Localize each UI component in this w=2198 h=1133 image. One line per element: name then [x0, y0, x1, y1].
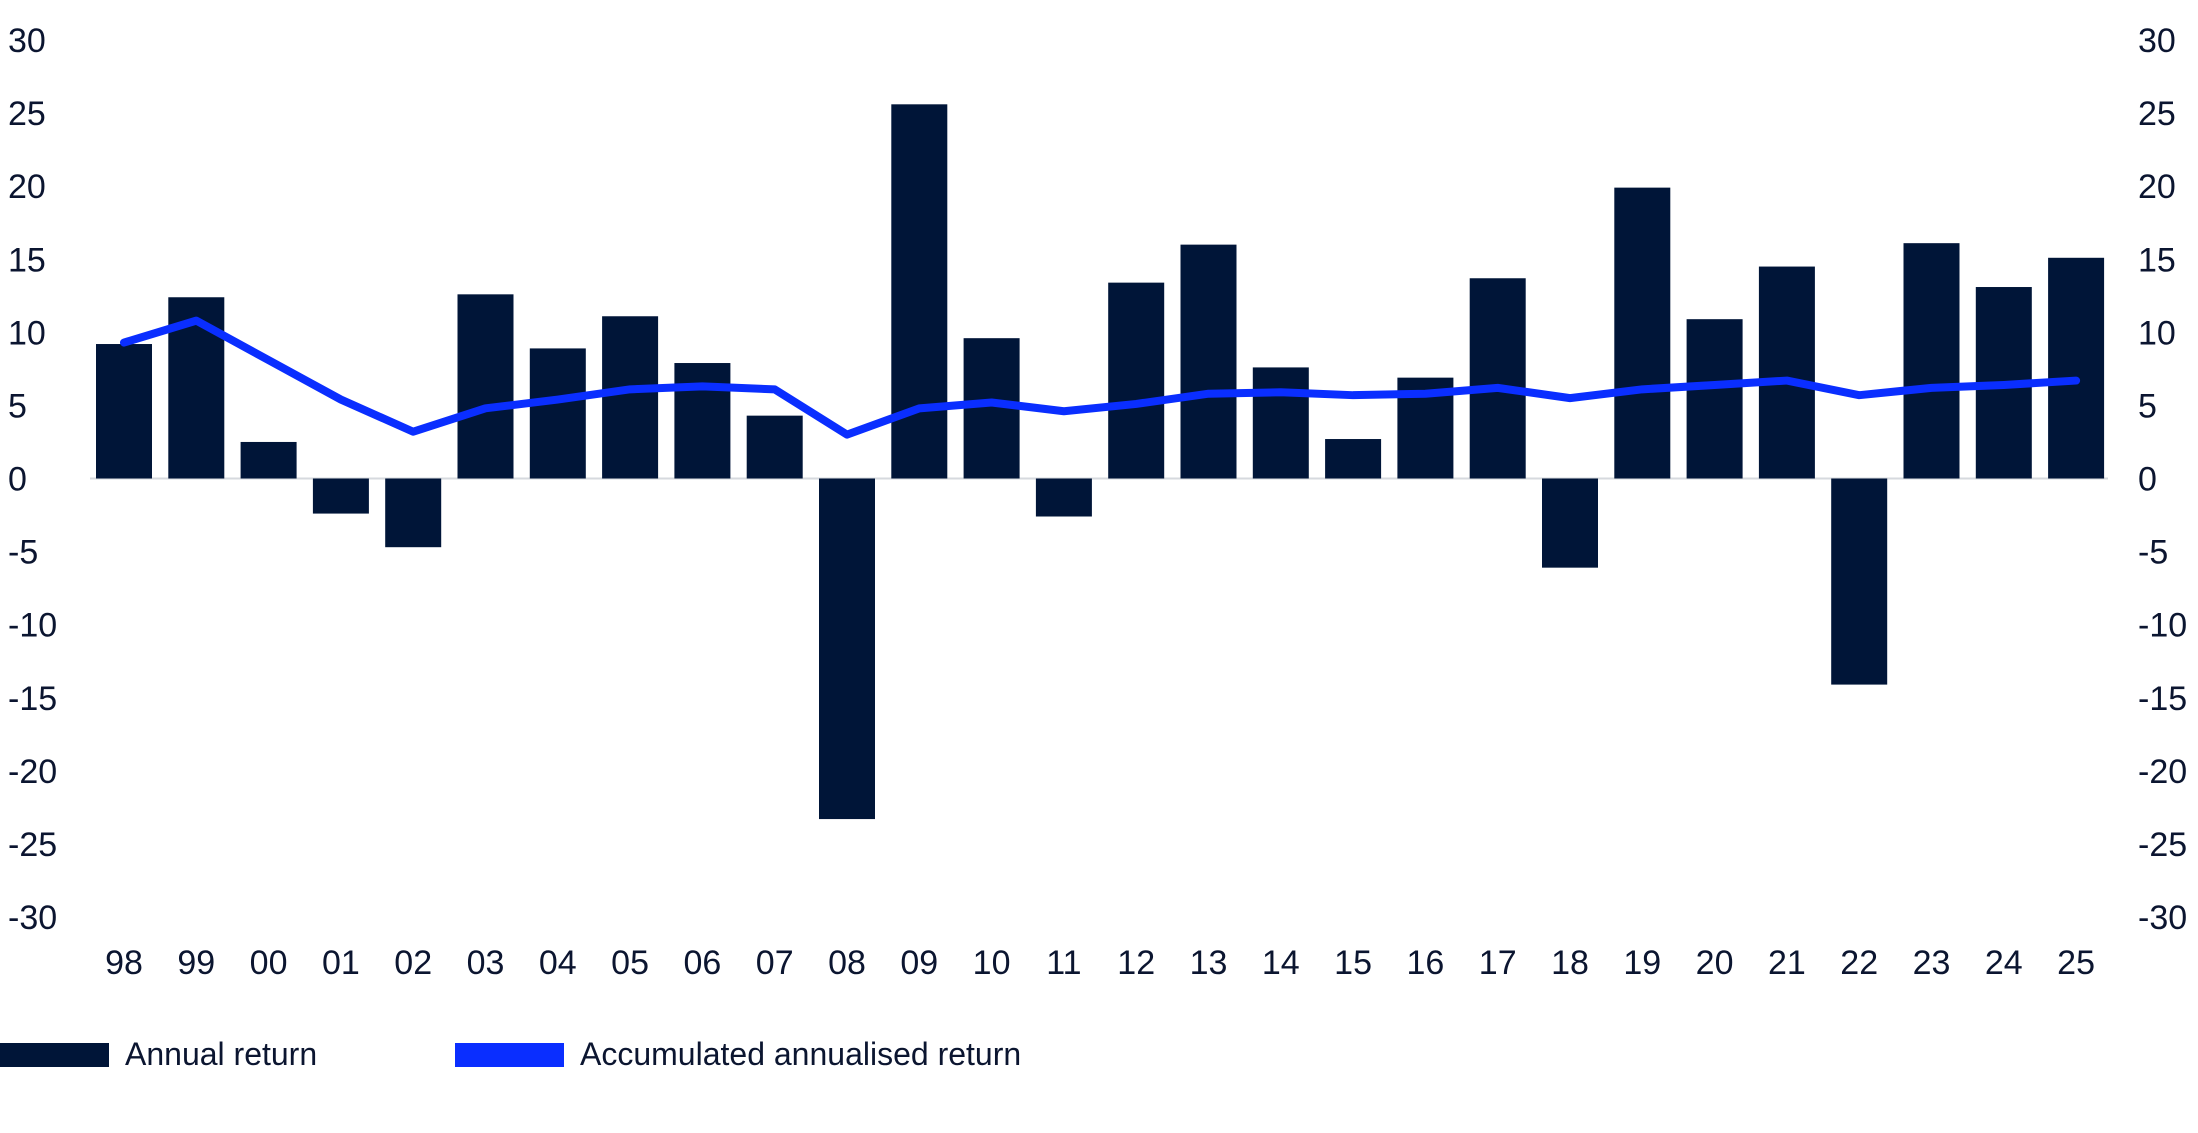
x-tick-label-08: 08: [828, 944, 866, 982]
legend-item-accumulated-annualised-return: Accumulated annualised return: [455, 1036, 1021, 1073]
bar-18: [1542, 478, 1598, 568]
bar-14: [1252, 367, 1309, 479]
legend-item-annual-return: Annual return: [0, 1036, 317, 1073]
y-tick-label-right: 20: [2138, 168, 2176, 206]
legend-label-accumulated-annualised-return: Accumulated annualised return: [580, 1036, 1022, 1072]
x-tick-label-07: 07: [756, 944, 794, 982]
bar-03: [457, 294, 514, 479]
x-tick-label-13: 13: [1190, 944, 1228, 982]
x-tick-label-98: 98: [105, 944, 143, 982]
y-tick-label-left: -20: [8, 753, 57, 791]
x-tick-label-24: 24: [1985, 944, 2023, 982]
y-tick-label-right: -15: [2138, 680, 2187, 718]
y-tick-label-right: 15: [2138, 241, 2176, 279]
x-axis: 98 99 00 01 02 03 04 05 06 07 08 09 10 11 12 13 14 15 16 17…: [105, 944, 2095, 982]
y-tick-label-left: 20: [8, 168, 46, 206]
bar-01: [312, 478, 369, 514]
x-tick-label-21: 21: [1768, 944, 1806, 982]
bar-12: [1108, 282, 1165, 479]
y-tick-label-right: 0: [2138, 461, 2157, 499]
bar-series-annual-return: [96, 104, 2105, 820]
legend-swatch-annual-return: [0, 1042, 109, 1067]
y-tick-label-right: -10: [2138, 607, 2187, 645]
y-tick-label-right: 25: [2138, 95, 2176, 133]
bar-05: [602, 316, 659, 479]
bar-15: [1325, 439, 1382, 479]
bar-98: [96, 344, 152, 479]
y-tick-label-left: -30: [8, 899, 57, 937]
bar-06: [674, 363, 731, 479]
x-tick-label-99: 99: [177, 944, 215, 982]
y-axis-right: 30 25 20 15 10 5 0 -5 -10 -15 -20 -25 -30: [2138, 22, 2187, 937]
y-tick-label-right: -20: [2138, 753, 2187, 791]
x-tick-label-25: 25: [2057, 944, 2095, 982]
bar-20: [1686, 319, 1743, 479]
bar-02: [385, 478, 442, 548]
x-tick-label-03: 03: [467, 944, 505, 982]
y-tick-label-left: 5: [8, 387, 27, 425]
x-tick-label-16: 16: [1406, 944, 1444, 982]
y-tick-label-left: 0: [8, 461, 27, 499]
y-tick-label-left: 10: [8, 314, 46, 352]
x-tick-label-09: 09: [900, 944, 938, 982]
bar-21: [1758, 266, 1815, 479]
y-tick-label-left: -15: [8, 680, 57, 718]
x-tick-label-04: 04: [539, 944, 577, 982]
y-tick-label-left: -5: [8, 534, 38, 572]
x-tick-label-23: 23: [1913, 944, 1951, 982]
y-tick-label-right: -5: [2138, 534, 2168, 572]
x-tick-label-06: 06: [683, 944, 721, 982]
bar-11: [1035, 478, 1092, 517]
y-tick-label-left: -10: [8, 607, 57, 645]
bar-25: [2048, 257, 2105, 479]
y-axis-left: 30 25 20 15 10 5 0 -5 -10 -15 -20 -25 -30: [8, 22, 57, 937]
x-tick-label-20: 20: [1696, 944, 1734, 982]
x-tick-label-19: 19: [1623, 944, 1661, 982]
bar-17: [1469, 278, 1526, 479]
y-tick-label-left: 30: [8, 22, 46, 60]
x-tick-label-01: 01: [322, 944, 360, 982]
legend-label-annual-return: Annual return: [125, 1036, 318, 1072]
x-tick-label-15: 15: [1334, 944, 1372, 982]
x-tick-label-00: 00: [250, 944, 288, 982]
x-tick-label-02: 02: [394, 944, 432, 982]
bar-08: [819, 478, 875, 820]
bar-00: [240, 441, 297, 479]
bar-19: [1614, 187, 1671, 479]
x-tick-label-18: 18: [1551, 944, 1589, 982]
bar-22: [1831, 478, 1888, 685]
y-tick-label-left: 25: [8, 95, 46, 133]
x-tick-label-22: 22: [1840, 944, 1878, 982]
y-tick-label-left: 15: [8, 241, 46, 279]
x-tick-label-05: 05: [611, 944, 649, 982]
x-tick-label-12: 12: [1117, 944, 1155, 982]
bar-23: [1903, 243, 1960, 479]
y-tick-label-right: -30: [2138, 899, 2187, 937]
x-tick-label-11: 11: [1046, 944, 1081, 982]
line-series-accumulated-annualised-return: [120, 316, 2081, 439]
bar-04: [529, 348, 586, 479]
y-tick-label-right: 5: [2138, 387, 2157, 425]
bar-13: [1180, 244, 1237, 479]
legend-swatch-accumulated-annualised-return: [455, 1042, 564, 1067]
x-tick-label-14: 14: [1262, 944, 1300, 982]
bar-09: [891, 104, 948, 479]
y-tick-label-right: 10: [2138, 314, 2176, 352]
y-tick-label-right: 30: [2138, 22, 2176, 60]
x-tick-label-17: 17: [1479, 944, 1517, 982]
x-tick-label-10: 10: [973, 944, 1011, 982]
y-tick-label-left: -25: [8, 826, 57, 864]
bar-07: [746, 415, 803, 479]
y-tick-label-right: -25: [2138, 826, 2187, 864]
